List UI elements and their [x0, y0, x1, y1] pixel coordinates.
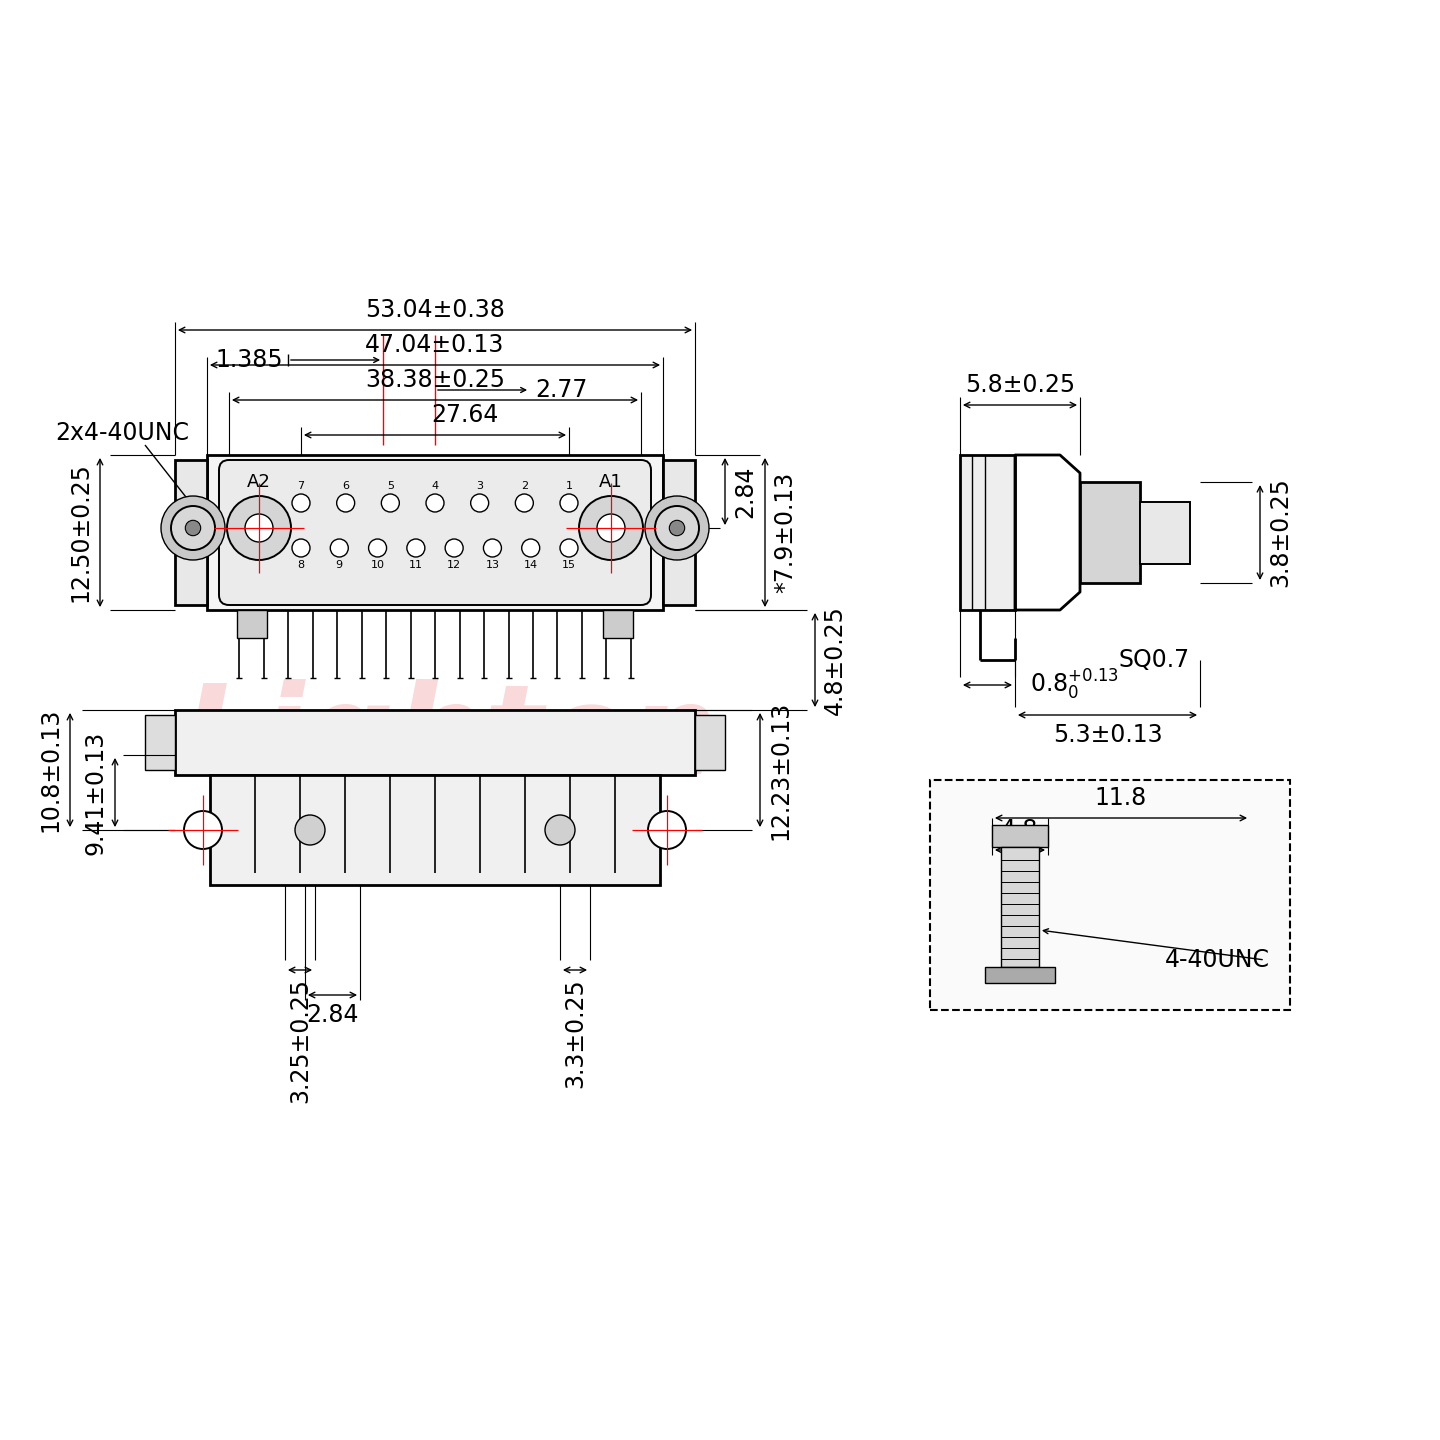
FancyBboxPatch shape — [219, 459, 651, 605]
Text: 47.04±0.13: 47.04±0.13 — [366, 333, 504, 357]
Text: 3.8±0.25: 3.8±0.25 — [1269, 478, 1292, 588]
Text: 38.38±0.25: 38.38±0.25 — [364, 369, 505, 392]
Text: Lighton: Lighton — [183, 680, 717, 801]
Circle shape — [369, 539, 386, 557]
Bar — [1001, 847, 1040, 968]
Bar — [960, 455, 1015, 611]
Text: 9: 9 — [336, 560, 343, 570]
Circle shape — [655, 505, 698, 550]
Text: 4.8: 4.8 — [1001, 818, 1038, 842]
Text: 3.3±0.25: 3.3±0.25 — [563, 978, 588, 1087]
Text: 5: 5 — [387, 481, 393, 491]
Bar — [1140, 501, 1189, 563]
Circle shape — [544, 815, 575, 845]
Bar — [603, 611, 634, 638]
Text: 5.3±0.13: 5.3±0.13 — [1053, 723, 1162, 747]
Text: SQ0.7: SQ0.7 — [1119, 648, 1189, 672]
Circle shape — [228, 495, 291, 560]
Text: 1: 1 — [566, 481, 573, 491]
Circle shape — [426, 494, 444, 513]
Circle shape — [445, 539, 464, 557]
Text: 27.64: 27.64 — [432, 403, 498, 428]
Bar — [145, 716, 176, 770]
Circle shape — [330, 539, 348, 557]
Text: 10: 10 — [370, 560, 384, 570]
Circle shape — [471, 494, 488, 513]
Text: *7.9±0.13: *7.9±0.13 — [773, 472, 796, 593]
Circle shape — [292, 494, 310, 513]
Text: 2.77: 2.77 — [536, 379, 588, 402]
Text: 7: 7 — [298, 481, 305, 491]
Text: A2: A2 — [248, 472, 271, 491]
Text: A1: A1 — [599, 472, 624, 491]
Text: 6: 6 — [343, 481, 348, 491]
Text: 8: 8 — [298, 560, 305, 570]
Text: 2.84: 2.84 — [733, 465, 757, 518]
Circle shape — [245, 514, 274, 541]
Bar — [696, 716, 724, 770]
Text: 14: 14 — [524, 560, 537, 570]
Text: 1.385: 1.385 — [216, 348, 284, 372]
Text: 15: 15 — [562, 560, 576, 570]
Text: 9.41±0.13: 9.41±0.13 — [84, 730, 107, 854]
Text: 12: 12 — [446, 560, 461, 570]
Bar — [238, 611, 266, 638]
Circle shape — [560, 539, 577, 557]
Text: 3.25±0.25: 3.25±0.25 — [288, 978, 312, 1103]
Text: 5.8±0.25: 5.8±0.25 — [965, 373, 1076, 397]
Text: 4.8±0.25: 4.8±0.25 — [824, 605, 847, 714]
Bar — [662, 459, 696, 605]
Circle shape — [521, 539, 540, 557]
Text: 4: 4 — [432, 481, 439, 491]
Bar — [992, 825, 1048, 847]
Bar — [985, 968, 1056, 984]
Text: 53.04±0.38: 53.04±0.38 — [366, 298, 505, 323]
Bar — [176, 459, 207, 605]
Circle shape — [337, 494, 354, 513]
Text: $0.8^{+0.13}_{0}$: $0.8^{+0.13}_{0}$ — [1030, 668, 1119, 703]
Text: 11.8: 11.8 — [1094, 786, 1148, 809]
Bar — [1080, 482, 1140, 583]
Bar — [176, 710, 696, 775]
Text: 3: 3 — [477, 481, 484, 491]
Bar — [210, 775, 660, 886]
Text: 4-40UNC: 4-40UNC — [1165, 948, 1270, 972]
Circle shape — [292, 539, 310, 557]
Circle shape — [484, 539, 501, 557]
Circle shape — [184, 811, 222, 850]
Text: 2.84: 2.84 — [307, 1004, 359, 1027]
Circle shape — [295, 815, 325, 845]
Text: 12.50±0.25: 12.50±0.25 — [68, 462, 92, 602]
Text: 2x4-40UNC: 2x4-40UNC — [55, 420, 189, 445]
Circle shape — [579, 495, 644, 560]
Circle shape — [516, 494, 533, 513]
Bar — [207, 455, 662, 611]
Circle shape — [560, 494, 577, 513]
Text: 12.23±0.13: 12.23±0.13 — [768, 700, 792, 840]
Circle shape — [598, 514, 625, 541]
Circle shape — [670, 520, 684, 536]
Bar — [930, 780, 1290, 1009]
Circle shape — [161, 495, 225, 560]
Text: 2: 2 — [521, 481, 528, 491]
Text: 11: 11 — [409, 560, 423, 570]
Circle shape — [171, 505, 215, 550]
Circle shape — [186, 520, 200, 536]
Text: 10.8±0.13: 10.8±0.13 — [37, 708, 62, 832]
Text: 13: 13 — [485, 560, 500, 570]
Circle shape — [408, 539, 425, 557]
Circle shape — [648, 811, 685, 850]
Circle shape — [645, 495, 708, 560]
Circle shape — [382, 494, 399, 513]
